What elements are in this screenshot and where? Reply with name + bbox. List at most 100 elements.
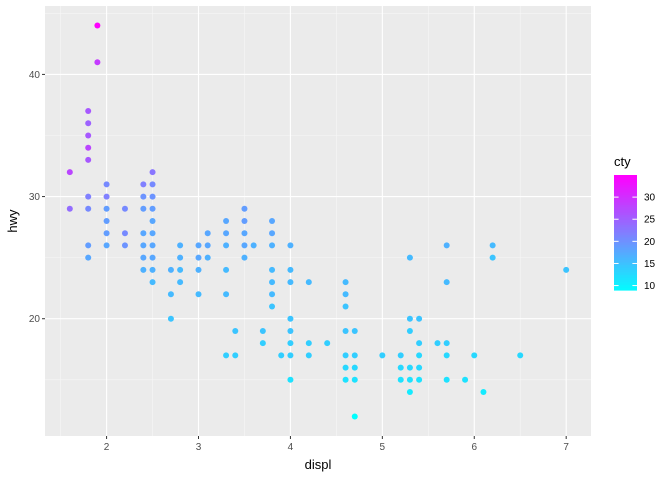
x-axis: 2 3 4 5 6 7	[104, 436, 569, 453]
data-point	[443, 340, 450, 347]
data-point	[85, 156, 92, 163]
data-point	[287, 327, 294, 334]
data-point	[85, 242, 92, 249]
data-point	[406, 315, 413, 322]
data-point	[103, 218, 110, 224]
data-point	[269, 218, 276, 224]
legend-color-step	[614, 270, 637, 274]
data-point	[232, 327, 239, 334]
data-point	[232, 352, 239, 359]
data-point	[342, 364, 349, 371]
data-point	[177, 266, 184, 273]
data-point	[305, 352, 312, 359]
legend-color-step	[614, 250, 637, 254]
legend-color-step	[614, 185, 637, 189]
data-point	[103, 242, 110, 249]
data-point	[278, 352, 285, 359]
data-point	[85, 144, 92, 151]
data-point	[94, 22, 101, 29]
data-point	[480, 389, 487, 396]
data-point	[140, 242, 147, 249]
data-point	[223, 218, 230, 224]
data-point	[103, 205, 110, 212]
legend-color-step	[614, 252, 637, 256]
data-point	[195, 254, 202, 261]
data-point	[140, 193, 147, 200]
data-point	[443, 352, 450, 359]
legend-color-step	[614, 222, 637, 226]
data-point	[342, 291, 349, 298]
data-point	[195, 266, 202, 273]
data-point	[351, 376, 358, 383]
legend-color-step	[614, 200, 637, 204]
data-point	[287, 352, 294, 359]
legend-color-step	[614, 265, 637, 269]
legend-color-step	[614, 215, 637, 219]
data-point	[342, 352, 349, 359]
legend-title: cty	[614, 154, 631, 169]
legend-color-step	[614, 237, 637, 241]
data-point	[103, 230, 110, 237]
data-point	[85, 132, 92, 139]
data-point	[269, 291, 276, 298]
grid-minor	[45, 6, 591, 436]
legend-color-step	[614, 210, 637, 214]
data-point	[177, 254, 184, 261]
data-point	[305, 340, 312, 347]
data-point	[397, 364, 404, 371]
data-point	[66, 169, 73, 176]
data-point	[195, 242, 202, 249]
data-point	[443, 279, 450, 286]
data-point	[342, 376, 349, 383]
data-point	[149, 205, 156, 212]
y-tick-label: 40	[29, 70, 41, 81]
data-point	[204, 242, 211, 249]
data-point	[342, 279, 349, 286]
data-point	[462, 376, 469, 383]
legend-color-step	[614, 242, 637, 246]
data-point	[204, 254, 211, 261]
data-point	[287, 242, 294, 249]
legend-color-step	[614, 272, 637, 276]
legend-color-step	[614, 182, 637, 186]
data-point	[259, 327, 266, 334]
legend-break-label: 10	[644, 281, 656, 292]
data-point	[140, 230, 147, 237]
data-point	[223, 230, 230, 237]
legend-color-step	[614, 232, 637, 236]
legend-color-step	[614, 255, 637, 259]
data-point	[250, 242, 257, 249]
data-point	[287, 315, 294, 322]
data-point	[259, 340, 266, 347]
data-point	[149, 169, 156, 176]
data-point	[443, 242, 450, 249]
grid-major	[45, 6, 591, 436]
y-tick-label: 30	[29, 192, 41, 203]
data-point	[489, 242, 496, 249]
legend-color-step	[614, 280, 637, 284]
data-point	[149, 230, 156, 237]
data-point	[351, 364, 358, 371]
data-point	[241, 218, 248, 224]
x-tick-label: 7	[563, 442, 569, 453]
legend-break-label: 25	[644, 215, 656, 226]
legend-color-step	[614, 277, 637, 281]
data-point	[406, 327, 413, 334]
data-point	[140, 181, 147, 188]
y-axis: 20 30 40	[29, 70, 45, 325]
data-point	[342, 303, 349, 310]
data-point	[241, 205, 248, 212]
data-point	[342, 327, 349, 334]
legend-ticks: 10 15 20 25 30	[614, 193, 656, 292]
legend-color-step	[614, 190, 637, 194]
data-point	[85, 254, 92, 261]
data-point	[324, 340, 331, 347]
x-tick-label: 2	[104, 442, 110, 453]
data-point	[167, 315, 174, 322]
data-point	[241, 230, 248, 237]
data-point	[287, 340, 294, 347]
data-point	[223, 266, 230, 273]
data-point	[287, 266, 294, 273]
data-point	[121, 205, 128, 212]
